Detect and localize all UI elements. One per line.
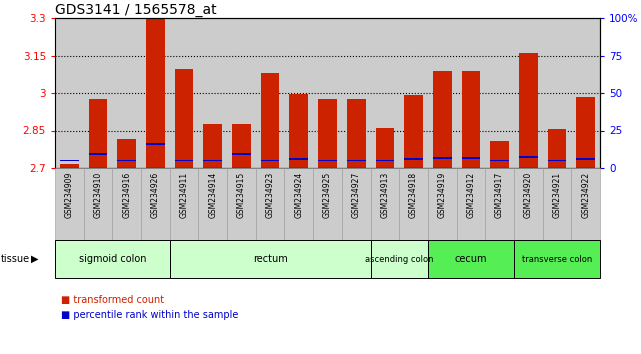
Bar <box>404 158 423 160</box>
Bar <box>227 168 256 240</box>
Text: GSM234925: GSM234925 <box>323 172 332 218</box>
Bar <box>88 99 107 168</box>
Bar <box>175 160 194 161</box>
Text: GSM234923: GSM234923 <box>265 172 274 218</box>
Bar <box>547 160 566 161</box>
Bar <box>55 240 170 278</box>
Text: GSM234926: GSM234926 <box>151 172 160 218</box>
Bar <box>576 97 595 168</box>
Bar <box>490 160 509 161</box>
Bar <box>170 168 199 240</box>
Text: rectum: rectum <box>253 254 288 264</box>
Bar <box>376 128 394 168</box>
Text: transverse colon: transverse colon <box>522 255 592 263</box>
Bar <box>117 160 136 161</box>
Text: ascending colon: ascending colon <box>365 255 433 263</box>
Bar <box>170 240 370 278</box>
Text: GSM234922: GSM234922 <box>581 172 590 218</box>
Bar <box>203 160 222 161</box>
Bar <box>342 168 370 240</box>
Bar <box>490 141 509 168</box>
Text: tissue: tissue <box>1 254 29 264</box>
Bar <box>370 240 428 278</box>
Bar <box>146 143 165 145</box>
Bar <box>519 156 538 158</box>
Bar <box>290 158 308 160</box>
Bar <box>347 99 365 168</box>
Bar <box>485 168 514 240</box>
Bar <box>514 240 600 278</box>
Bar <box>146 18 165 168</box>
Text: cecum: cecum <box>454 254 487 264</box>
Text: GSM234920: GSM234920 <box>524 172 533 218</box>
Bar <box>55 168 84 240</box>
Bar <box>313 168 342 240</box>
Bar <box>376 160 394 161</box>
Text: GSM234915: GSM234915 <box>237 172 246 218</box>
Text: sigmoid colon: sigmoid colon <box>79 254 146 264</box>
Bar <box>117 139 136 168</box>
Text: GSM234921: GSM234921 <box>553 172 562 218</box>
Bar <box>261 160 279 161</box>
Text: GSM234918: GSM234918 <box>409 172 418 218</box>
Bar <box>261 73 279 168</box>
Bar <box>256 168 285 240</box>
Bar <box>60 164 79 168</box>
Text: GSM234910: GSM234910 <box>94 172 103 218</box>
Bar <box>519 53 538 168</box>
Bar <box>60 160 79 161</box>
Bar <box>285 168 313 240</box>
Bar <box>433 157 451 159</box>
Text: GSM234913: GSM234913 <box>380 172 389 218</box>
Bar <box>290 94 308 168</box>
Bar <box>318 99 337 168</box>
Text: GSM234916: GSM234916 <box>122 172 131 218</box>
Bar <box>347 160 365 161</box>
Bar <box>203 124 222 168</box>
Bar <box>232 124 251 168</box>
Bar <box>318 160 337 161</box>
Bar <box>514 168 543 240</box>
Text: GSM234917: GSM234917 <box>495 172 504 218</box>
Bar <box>404 96 423 168</box>
Text: GSM234927: GSM234927 <box>352 172 361 218</box>
Bar <box>462 70 480 168</box>
Text: ■ transformed count: ■ transformed count <box>62 295 165 305</box>
Bar <box>199 168 227 240</box>
Bar <box>175 69 194 168</box>
Text: GSM234912: GSM234912 <box>467 172 476 218</box>
Bar <box>232 153 251 155</box>
Bar <box>433 70 451 168</box>
Bar <box>576 158 595 160</box>
Bar <box>456 168 485 240</box>
Text: GSM234909: GSM234909 <box>65 172 74 218</box>
Text: GSM234919: GSM234919 <box>438 172 447 218</box>
Bar <box>141 168 170 240</box>
Bar <box>543 168 571 240</box>
Bar <box>112 168 141 240</box>
Bar <box>428 240 514 278</box>
Text: GSM234911: GSM234911 <box>179 172 188 218</box>
Bar <box>84 168 112 240</box>
Bar <box>571 168 600 240</box>
Text: ▶: ▶ <box>31 254 38 264</box>
Bar <box>428 168 456 240</box>
Bar <box>399 168 428 240</box>
Text: GDS3141 / 1565578_at: GDS3141 / 1565578_at <box>55 3 217 17</box>
Text: ■ percentile rank within the sample: ■ percentile rank within the sample <box>62 310 239 320</box>
Bar <box>547 129 566 168</box>
Text: GSM234914: GSM234914 <box>208 172 217 218</box>
Text: GSM234924: GSM234924 <box>294 172 303 218</box>
Bar <box>462 157 480 159</box>
Bar <box>370 168 399 240</box>
Bar <box>88 153 107 155</box>
